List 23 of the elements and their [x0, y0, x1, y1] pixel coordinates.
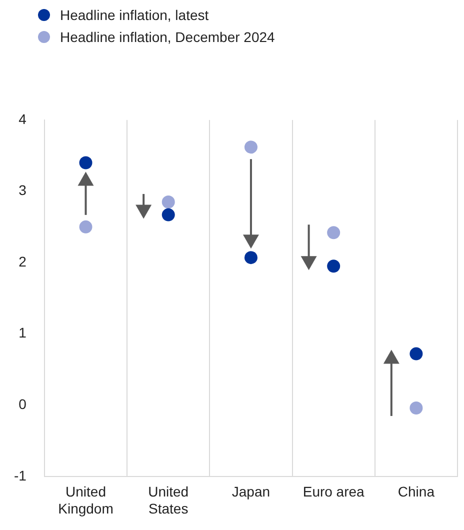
x-tick-label: China	[398, 484, 435, 500]
point	[327, 260, 340, 273]
legend-label: Headline inflation, latest	[60, 7, 209, 23]
point	[79, 220, 92, 234]
x-tick-label: Japan	[232, 484, 270, 500]
point	[410, 401, 423, 414]
x-tick-label: Euro area	[302, 484, 365, 500]
y-tick-label: 2	[18, 253, 27, 270]
x-tick-label: United Kingdom	[58, 484, 114, 516]
point	[410, 347, 423, 360]
y-tick-label: 0	[18, 396, 27, 412]
y-tick-label: 4	[18, 110, 27, 127]
point	[162, 195, 175, 208]
y-tick-label: -1	[14, 467, 27, 484]
x-tick-label: United States	[148, 484, 189, 516]
y-tick-label: 3	[18, 182, 27, 198]
point	[79, 156, 92, 170]
legend-label: Headline inflation, December 2024	[60, 29, 275, 45]
point	[162, 208, 175, 222]
point	[244, 140, 258, 154]
y-tick-label: 1	[18, 324, 27, 341]
point	[244, 251, 258, 264]
point	[327, 226, 340, 240]
